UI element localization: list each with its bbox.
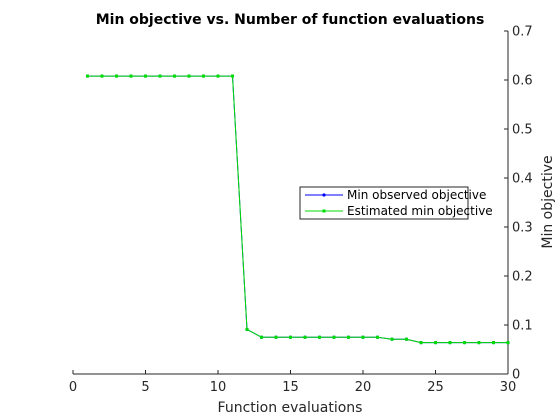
x-tick-label: 30 [500,380,517,395]
series-line [87,75,508,344]
data-point [434,341,437,345]
data-point [115,74,118,78]
data-point [144,74,147,78]
y-tick-label: 0.1 [512,319,533,334]
data-point [448,341,452,345]
data-point [376,335,379,339]
data-point [361,335,365,339]
legend-box [299,186,469,220]
y-axis: 0 0.1 0.2 0.3 0.4 0.5 0.6 0.7 [504,25,533,383]
data-point [419,341,423,345]
data-point [390,337,394,341]
data-point [318,335,321,339]
data-point [332,335,336,339]
y-tick-label: 0.5 [512,123,533,138]
series-estimated-min [86,74,510,345]
data-point [405,337,408,341]
data-point [492,341,495,345]
legend: Min observed objective Estimated min obj… [299,186,493,220]
x-axis: 0 5 10 15 20 25 30 [69,370,516,395]
x-tick-label: 0 [69,380,77,395]
x-tick-label: 25 [427,380,444,395]
x-tick-label: 15 [282,380,299,395]
data-point [86,74,89,78]
y-tick-label: 0.7 [512,25,533,40]
x-axis-label: Function evaluations [218,400,363,416]
data-point [289,335,292,339]
legend-marker-estimated-min [322,209,326,213]
data-point [274,335,278,339]
y-tick-label: 0.6 [512,74,533,89]
y-tick-label: 0.4 [512,172,533,187]
legend-marker-min-observed [322,193,326,197]
y-tick-label: 0 [512,368,520,383]
y-axis-label: Min objective [540,155,556,248]
x-tick-label: 10 [210,380,227,395]
data-point [158,74,162,78]
data-point [245,327,249,331]
data-point [506,341,510,345]
chart-title: Min objective vs. Number of function eva… [96,12,485,28]
data-point [216,74,220,78]
y-tick-label: 0.3 [512,221,533,236]
x-tick-label: 20 [355,380,372,395]
legend-entry-min-observed: Min observed objective [305,188,486,202]
data-point [100,74,104,78]
legend-entry-estimated-min: Estimated min objective [305,204,493,218]
legend-label-min-observed: Min observed objective [347,188,486,202]
data-point [202,74,205,78]
data-point [477,341,481,345]
data-point [231,74,234,78]
data-point [463,341,466,345]
series-layer [85,74,510,345]
data-point [347,335,350,339]
data-point [173,74,176,78]
data-point [303,335,307,339]
data-point [187,74,191,78]
data-point [260,335,263,339]
legend-label-estimated-min: Estimated min objective [347,204,493,218]
y-tick-label: 0.2 [512,270,533,285]
data-point [129,74,133,78]
x-tick-label: 5 [141,380,149,395]
